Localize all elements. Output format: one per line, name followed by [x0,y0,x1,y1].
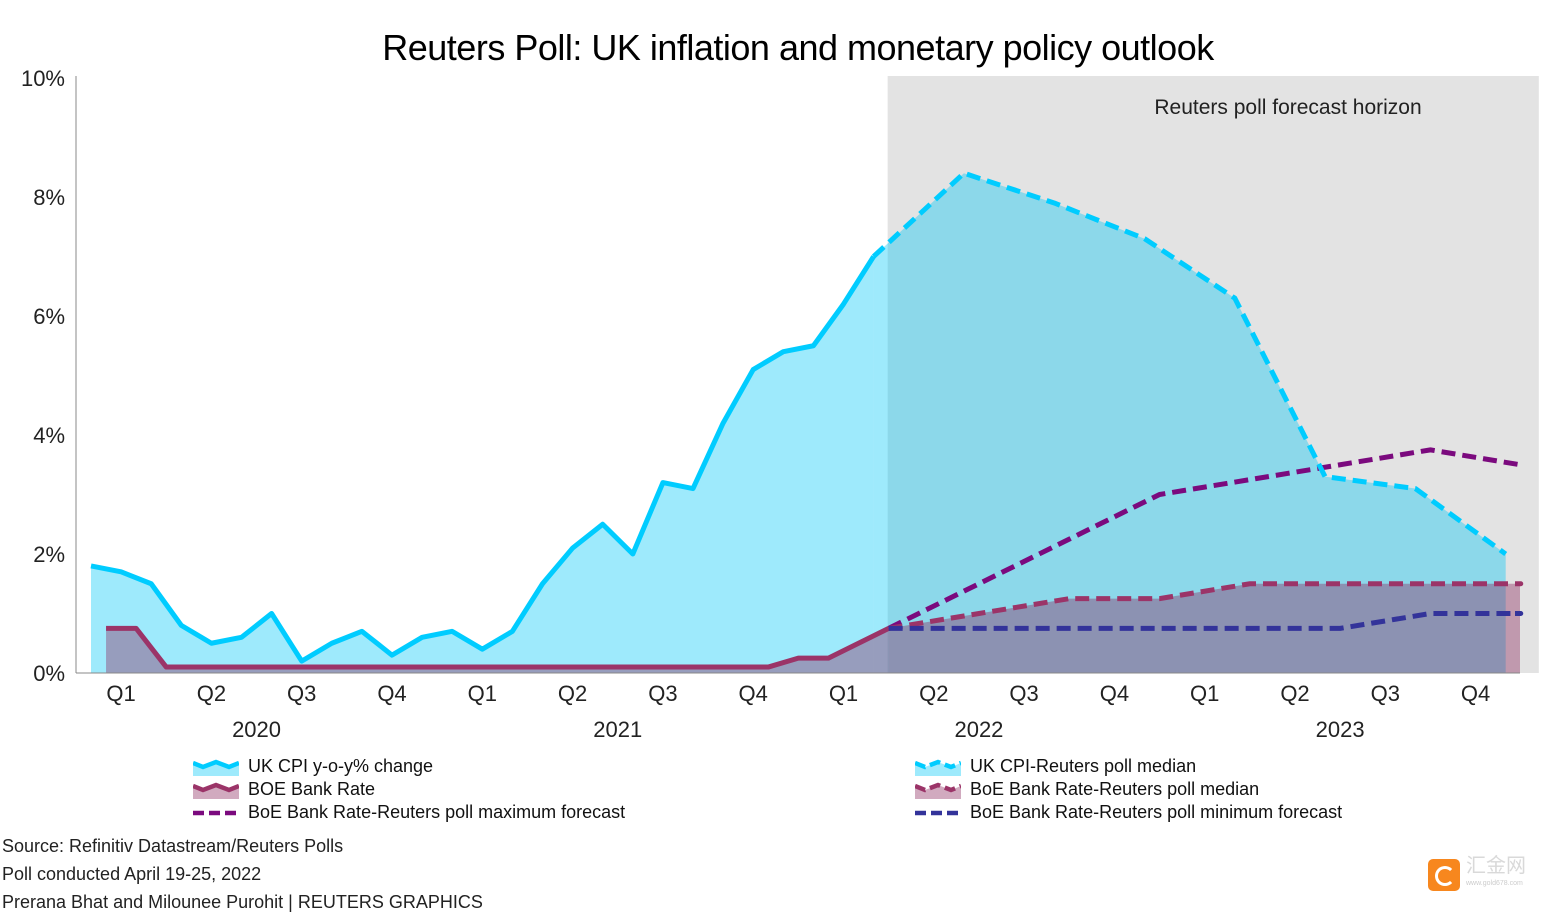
y-tick-label: 8% [33,185,65,210]
watermark-name: 汇金网 [1466,855,1526,877]
watermark-logo: 汇金网 www.gold678.com [1428,855,1526,893]
footer: Source: Refinitiv Datastream/Reuters Pol… [2,832,483,916]
legend-label: UK CPI-Reuters poll median [970,756,1197,776]
line-uk-cpi-y-o-y-change [90,255,876,664]
x-tick-year: 2022 [954,717,1003,742]
legend-item: BoE Bank Rate-Reuters poll maximum forec… [193,801,625,824]
chart-title: Reuters Poll: UK inflation and monetary … [382,27,1215,68]
source-note: Source: Refinitiv Datastream/Reuters Pol… [2,836,344,856]
legend-item: UK CPI y-o-y% change [193,755,625,778]
x-tick-quarter: Q1 [468,681,497,706]
x-tick-year: 2021 [593,717,642,742]
legend-swatch-icon [915,782,961,799]
legend-swatch-icon [915,759,961,776]
x-tick-quarter: Q3 [648,681,677,706]
logo-icon [1428,859,1460,891]
legend-item: BoE Bank Rate-Reuters poll median [915,778,1342,801]
legend-left: UK CPI y-o-y% change BOE Bank Rate BoE Ban… [193,755,625,824]
y-tick-label: 10% [21,66,65,91]
y-tick-label: 2% [33,542,65,567]
legend-item: BoE Bank Rate-Reuters poll minimum forec… [915,801,1342,824]
legend-label: BoE Bank Rate-Reuters poll median [970,779,1260,799]
x-tick-quarter: Q2 [919,681,948,706]
legend-label: BOE Bank Rate [248,779,376,799]
watermark-url: www.gold678.com [1466,880,1523,887]
x-tick-quarter: Q2 [558,681,587,706]
forecast-horizon: Reuters poll forecast horizon [887,76,1539,673]
x-tick-quarter: Q3 [1009,681,1038,706]
legend-label: BoE Bank Rate-Reuters poll minimum forec… [970,802,1343,822]
poll-date-note: Poll conducted April 19-25, 2022 [2,864,262,884]
credit-note: Prerana Bhat and Milounee Purohit | REUT… [2,892,483,912]
x-tick-year: 2023 [1316,717,1365,742]
legend-swatch-icon [193,782,239,799]
x-tick-quarter: Q4 [739,681,768,706]
y-tick-label: 6% [33,304,65,329]
x-tick-quarter: Q2 [197,681,226,706]
x-tick-quarter: Q4 [1461,681,1490,706]
x-tick-quarter: Q4 [377,681,406,706]
x-tick-quarter: Q1 [829,681,858,706]
line-uk-cpi-reuters-poll-median [871,170,1508,557]
legend-swatch-icon [193,810,239,815]
legend-swatch-icon [193,759,239,776]
x-tick-quarter: Q1 [106,681,135,706]
line-boe-bank-rate-reuters-poll-maximum-forecast [887,447,1521,631]
legend-label: UK CPI y-o-y% change [248,756,434,776]
line-boe-bank-rate [106,625,890,670]
area-uk-cpi-reuters-poll-median [873,173,1506,673]
forecast-horizon-label: Reuters poll forecast horizon [1154,96,1421,119]
x-tick-quarter: Q2 [1280,681,1309,706]
line-boe-bank-rate-reuters-poll-median [888,581,1524,631]
line-boe-bank-rate-reuters-poll-minimum-forecast [888,611,1524,631]
x-tick-quarter: Q3 [1371,681,1400,706]
legend-item: BOE Bank Rate [193,778,625,801]
forecast-horizon-band [887,76,1539,673]
x-tick-quarter: Q4 [1100,681,1129,706]
legend-swatch-icon [915,810,961,815]
legend-item: UK CPI-Reuters poll median [915,755,1342,778]
x-tick-quarter: Q3 [287,681,316,706]
x-tick-quarter: Q1 [1190,681,1219,706]
y-tick-label: 0% [33,661,65,686]
area-uk-cpi-y-o-y-change [91,256,874,673]
legend-right: UK CPI-Reuters poll median BoE Bank Rate-… [915,755,1342,824]
y-tick-label: 4% [33,423,65,448]
x-tick-year: 2020 [232,717,281,742]
legend-label: BoE Bank Rate-Reuters poll maximum forec… [248,802,626,822]
